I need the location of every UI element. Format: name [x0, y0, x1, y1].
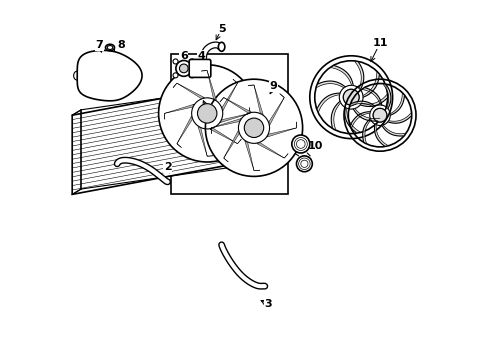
Polygon shape [257, 143, 288, 158]
Circle shape [173, 73, 178, 78]
Polygon shape [363, 88, 382, 105]
Polygon shape [173, 83, 204, 99]
Polygon shape [382, 125, 405, 136]
Polygon shape [222, 79, 238, 111]
Polygon shape [248, 85, 263, 115]
Polygon shape [360, 95, 387, 107]
Text: 10: 10 [308, 141, 323, 151]
Circle shape [296, 156, 312, 172]
Circle shape [197, 104, 217, 123]
Text: 7: 7 [96, 40, 103, 50]
Polygon shape [363, 119, 371, 143]
Polygon shape [210, 128, 242, 144]
Circle shape [179, 64, 188, 73]
Polygon shape [383, 84, 391, 109]
Circle shape [292, 135, 310, 153]
Circle shape [190, 59, 195, 64]
Text: 9: 9 [270, 81, 278, 91]
Polygon shape [331, 101, 341, 129]
Polygon shape [363, 72, 379, 97]
Polygon shape [224, 131, 239, 162]
Polygon shape [267, 122, 297, 137]
Circle shape [176, 60, 192, 76]
Polygon shape [220, 107, 250, 123]
Ellipse shape [219, 42, 225, 51]
Polygon shape [245, 141, 260, 171]
Polygon shape [374, 124, 388, 146]
Polygon shape [388, 113, 411, 123]
Text: 6: 6 [180, 51, 188, 61]
Text: 5: 5 [218, 24, 225, 34]
Polygon shape [317, 81, 345, 88]
Polygon shape [177, 116, 193, 148]
Polygon shape [350, 101, 375, 107]
Polygon shape [220, 98, 251, 113]
Polygon shape [269, 94, 284, 125]
Text: 11: 11 [372, 38, 388, 48]
Ellipse shape [74, 71, 81, 80]
Polygon shape [390, 94, 404, 115]
Polygon shape [77, 50, 142, 101]
Text: 8: 8 [117, 40, 124, 50]
Text: 3: 3 [265, 299, 272, 309]
Polygon shape [318, 93, 340, 112]
Circle shape [205, 79, 303, 176]
Polygon shape [353, 108, 380, 121]
FancyBboxPatch shape [189, 59, 211, 77]
Circle shape [159, 65, 256, 162]
Circle shape [245, 118, 264, 138]
Polygon shape [72, 83, 245, 194]
Polygon shape [331, 66, 353, 86]
Text: 1: 1 [203, 105, 211, 115]
Polygon shape [171, 54, 288, 194]
Ellipse shape [105, 44, 115, 51]
Circle shape [343, 89, 359, 105]
Polygon shape [350, 112, 370, 128]
Polygon shape [201, 71, 217, 100]
Polygon shape [355, 62, 364, 90]
Circle shape [173, 59, 178, 64]
Circle shape [190, 73, 195, 78]
Polygon shape [211, 118, 241, 134]
Polygon shape [198, 126, 213, 156]
Polygon shape [165, 104, 194, 120]
Text: 4: 4 [198, 51, 206, 61]
Polygon shape [345, 108, 360, 132]
Circle shape [373, 108, 387, 122]
Text: 2: 2 [164, 162, 171, 172]
